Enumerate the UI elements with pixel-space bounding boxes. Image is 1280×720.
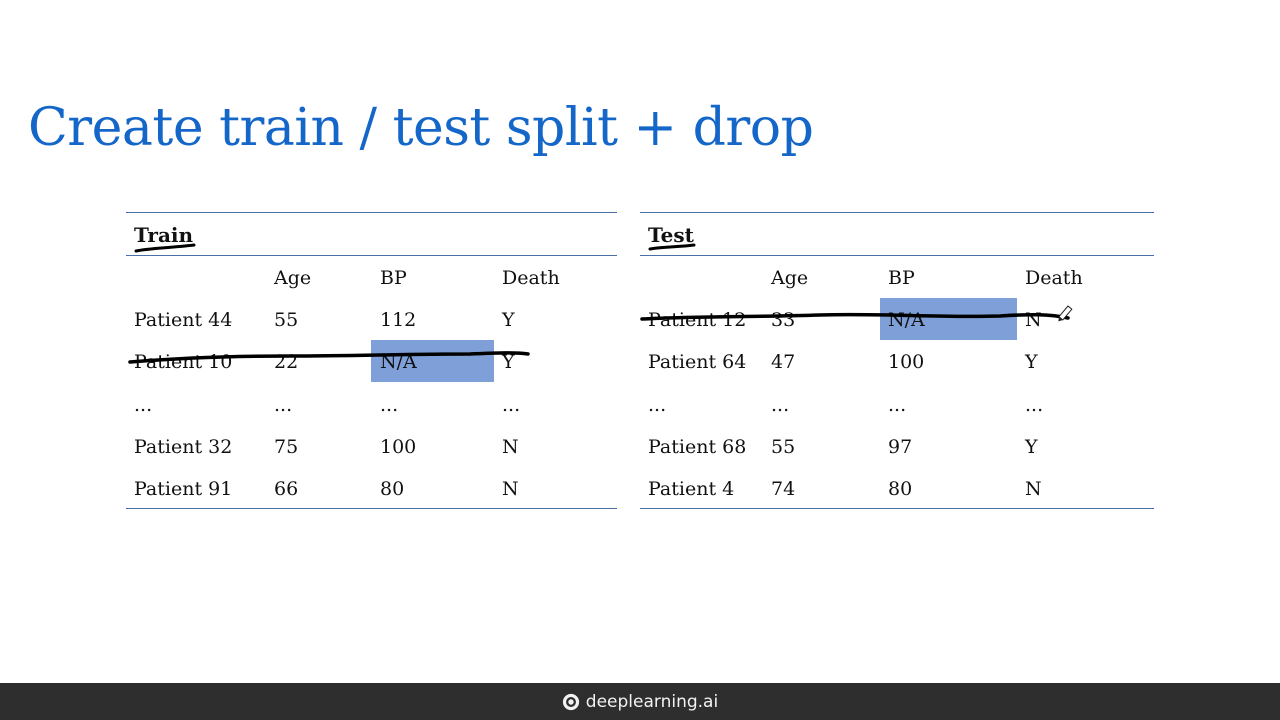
test-col-age: Age — [771, 267, 809, 289]
train-row-3-bp: ... — [380, 394, 399, 416]
train-label: Train — [134, 223, 194, 247]
train-row-3-patient: ... — [134, 394, 153, 416]
test-row-2-age: 47 — [771, 351, 796, 373]
train-row-4-death: N — [502, 436, 519, 458]
train-col-death: Death — [502, 267, 560, 289]
test-row-3-death: ... — [1025, 394, 1044, 416]
train-row-3-age: ... — [274, 394, 293, 416]
test-row-5-bp: 80 — [888, 478, 913, 500]
test-row-3-bp: ... — [888, 394, 907, 416]
test-table: Test Age BP Death Patient 12 33 N/A N Pa… — [640, 212, 1154, 509]
test-col-bp: BP — [888, 267, 915, 289]
train-table-header: Train — [126, 213, 617, 256]
test-row-1-age: 33 — [771, 309, 796, 331]
test-row-4-death: Y — [1025, 436, 1038, 458]
footer-brand-text: deeplearning.ai — [585, 691, 719, 712]
footer-brand: deeplearning.ai — [0, 683, 1280, 720]
test-row-5-patient: Patient 4 — [648, 478, 735, 500]
test-col-death: Death — [1025, 267, 1083, 289]
train-col-age: Age — [274, 267, 312, 289]
test-row-4-bp: 97 — [888, 436, 913, 458]
test-row-3-patient: ... — [648, 394, 667, 416]
test-label: Test — [648, 223, 694, 247]
train-row-3-death: ... — [502, 394, 521, 416]
train-table: Train Age BP Death Patient 44 55 112 Y P… — [126, 212, 617, 509]
train-row-1-age: 55 — [274, 309, 299, 331]
train-row-1-bp: 112 — [380, 309, 417, 331]
test-row-2-patient: Patient 64 — [648, 351, 747, 373]
test-row-5-death: N — [1025, 478, 1042, 500]
test-row-5-age: 74 — [771, 478, 796, 500]
test-row-2-death: Y — [1025, 351, 1038, 373]
train-row-5-patient: Patient 91 — [134, 478, 233, 500]
test-row-4-patient: Patient 68 — [648, 436, 747, 458]
train-row-2-death: Y — [502, 351, 515, 373]
train-row-4-patient: Patient 32 — [134, 436, 233, 458]
train-row-2-bp: N/A — [380, 351, 417, 373]
test-row-1-death: N — [1025, 309, 1042, 331]
train-row-5-age: 66 — [274, 478, 299, 500]
deeplearning-logo-icon — [562, 693, 579, 710]
train-row-5-death: N — [502, 478, 519, 500]
train-col-bp: BP — [380, 267, 407, 289]
test-table-header: Test — [640, 213, 1154, 256]
train-row-1-death: Y — [502, 309, 515, 331]
slide-title: Create train / test split + drop — [28, 98, 814, 158]
train-row-4-bp: 100 — [380, 436, 417, 458]
test-row-3-age: ... — [771, 394, 790, 416]
train-row-5-bp: 80 — [380, 478, 405, 500]
test-row-2-bp: 100 — [888, 351, 925, 373]
train-row-4-age: 75 — [274, 436, 299, 458]
train-row-1-patient: Patient 44 — [134, 309, 233, 331]
footer-bar: deeplearning.ai — [0, 683, 1280, 720]
test-row-4-age: 55 — [771, 436, 796, 458]
train-row-2-age: 22 — [274, 351, 299, 373]
test-row-1-patient: Patient 12 — [648, 309, 747, 331]
test-row-1-bp: N/A — [888, 309, 925, 331]
train-row-2-patient: Patient 10 — [134, 351, 233, 373]
